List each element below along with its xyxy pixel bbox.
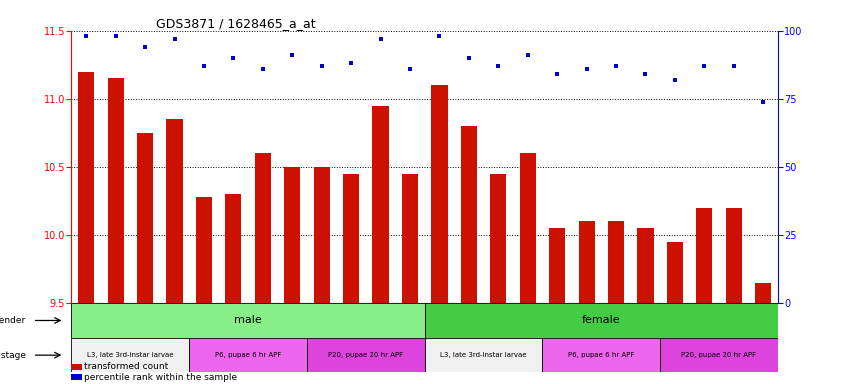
Point xyxy=(609,63,622,69)
Point xyxy=(197,63,210,69)
Text: P20, pupae 20 hr APF: P20, pupae 20 hr APF xyxy=(328,352,404,358)
Point xyxy=(697,63,711,69)
Bar xyxy=(490,174,506,303)
Bar xyxy=(307,338,425,372)
Text: P6, pupae 6 hr APF: P6, pupae 6 hr APF xyxy=(569,352,634,358)
Text: male: male xyxy=(235,316,262,326)
Point xyxy=(757,98,770,104)
Point xyxy=(167,36,181,42)
Bar xyxy=(431,85,447,303)
Bar xyxy=(579,222,595,303)
Bar xyxy=(402,174,418,303)
Text: transformed count: transformed count xyxy=(84,362,168,371)
Point xyxy=(463,55,476,61)
Bar xyxy=(255,153,271,303)
Bar xyxy=(167,119,182,303)
Bar xyxy=(660,338,778,372)
Bar xyxy=(549,228,565,303)
Point xyxy=(79,33,93,39)
Bar xyxy=(461,126,477,303)
Point xyxy=(138,44,151,50)
Text: L3, late 3rd-instar larvae: L3, late 3rd-instar larvae xyxy=(87,352,173,358)
Text: gender: gender xyxy=(0,316,25,325)
Point xyxy=(580,66,594,72)
Point xyxy=(550,71,563,78)
Point xyxy=(373,36,387,42)
Bar xyxy=(696,208,712,303)
Bar xyxy=(343,174,359,303)
Bar xyxy=(755,283,771,303)
Point xyxy=(432,33,446,39)
Point xyxy=(345,60,358,66)
Bar xyxy=(137,133,153,303)
Point xyxy=(256,66,269,72)
Text: P20, pupae 20 hr APF: P20, pupae 20 hr APF xyxy=(681,352,757,358)
Text: percentile rank within the sample: percentile rank within the sample xyxy=(84,372,237,382)
Point xyxy=(315,63,328,69)
Bar xyxy=(78,71,94,303)
Bar xyxy=(71,338,189,372)
Bar xyxy=(189,338,307,372)
Bar xyxy=(108,78,124,303)
Text: P6, pupae 6 hr APF: P6, pupae 6 hr APF xyxy=(215,352,281,358)
Bar xyxy=(71,303,425,338)
Text: GDS3871 / 1628465_a_at: GDS3871 / 1628465_a_at xyxy=(156,17,316,30)
Bar xyxy=(314,167,330,303)
Point xyxy=(521,52,535,58)
Bar xyxy=(726,208,742,303)
Bar xyxy=(225,194,241,303)
Point xyxy=(226,55,241,61)
Text: development stage: development stage xyxy=(0,351,25,360)
Bar xyxy=(284,167,300,303)
Text: L3, late 3rd-instar larvae: L3, late 3rd-instar larvae xyxy=(441,352,526,358)
Point xyxy=(668,77,681,83)
Point xyxy=(404,66,417,72)
Bar xyxy=(425,303,778,338)
Bar xyxy=(196,197,212,303)
Bar xyxy=(637,228,653,303)
Bar xyxy=(373,106,389,303)
Point xyxy=(285,52,299,58)
Bar xyxy=(520,153,536,303)
Bar xyxy=(542,338,660,372)
Point xyxy=(639,71,653,78)
Text: female: female xyxy=(582,316,621,326)
Point xyxy=(491,63,505,69)
Bar xyxy=(608,222,624,303)
Point xyxy=(108,33,123,39)
Bar xyxy=(667,242,683,303)
Point xyxy=(727,63,740,69)
Bar xyxy=(425,338,542,372)
